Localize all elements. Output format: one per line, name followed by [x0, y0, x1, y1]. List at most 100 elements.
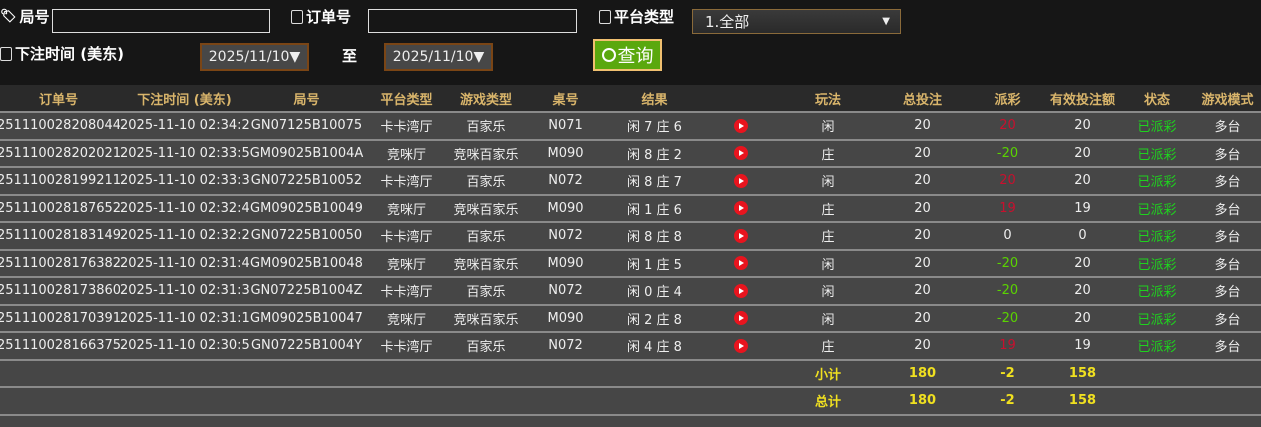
platform-cell: 竞咪厅 [364, 249, 449, 278]
game-cell: 竞咪百家乐 [449, 249, 523, 278]
valid-cell: 20 [1045, 139, 1120, 168]
platform-select[interactable]: 1.全部 ▼ [692, 9, 901, 34]
time-cell: 2025-11-10 02:31:32 [120, 277, 249, 306]
table-header: 订单号 下注时间 (美东) 局号 平台类型 游戏类型 桌号 结果 玩法 总投注 派彩 有效投注额 状态… [0, 85, 1261, 113]
server-icon [599, 9, 611, 24]
play-video-icon[interactable] [734, 228, 748, 243]
subtotal-cell [249, 359, 364, 388]
bet-cell: 20 [875, 249, 970, 278]
chevron-down-icon: ▼ [882, 16, 890, 27]
table-cell: N071 [523, 112, 608, 141]
order-cell: 251110028183149 [0, 222, 120, 251]
result-cell: 闲 0 庄 4 [608, 277, 701, 306]
status-cell: 已派彩 [1120, 112, 1194, 141]
column-header: 派彩 [970, 85, 1045, 113]
play-cell: 闲 [781, 112, 875, 141]
play-cell: 庄 [781, 194, 875, 223]
replay-cell [701, 194, 781, 223]
total-cell [449, 387, 523, 416]
mode-cell: 多台 [1194, 139, 1261, 168]
time-cell: 2025-11-10 02:32:42 [120, 194, 249, 223]
round-cell: GN07225B1004Z [249, 277, 364, 306]
round-cell: GN07225B1004Y [249, 332, 364, 361]
total-cell: 180 [875, 387, 970, 416]
table-cell: M090 [523, 304, 608, 333]
table-cell: M090 [523, 194, 608, 223]
bet-cell: 20 [875, 194, 970, 223]
mode-cell: 多台 [1194, 112, 1261, 141]
valid-cell: 19 [1045, 194, 1120, 223]
bet-cell: 20 [875, 277, 970, 306]
column-header: 结果 [608, 85, 701, 113]
column-header [701, 85, 781, 113]
play-video-icon[interactable] [734, 146, 748, 161]
column-header: 游戏模式 [1194, 85, 1261, 113]
status-cell: 已派彩 [1120, 304, 1194, 333]
play-video-icon[interactable] [734, 256, 748, 271]
table-row[interactable]: 251110028202021 2025-11-10 02:33:53 GM0902… [0, 139, 1261, 168]
table-row[interactable]: 251110028208044 2025-11-10 02:34:21 GN0712… [0, 112, 1261, 141]
table-cell: N072 [523, 332, 608, 361]
column-header: 下注时间 (美东) [120, 85, 249, 113]
status-cell: 已派彩 [1120, 277, 1194, 306]
search-icon [601, 48, 616, 62]
play-video-icon[interactable] [734, 173, 748, 188]
play-video-icon[interactable] [734, 311, 748, 326]
table-row[interactable]: 251110028183149 2025-11-10 02:32:20 GN0722… [0, 222, 1261, 251]
column-header: 局号 [249, 85, 364, 113]
subtotal-cell [1120, 359, 1194, 388]
search-button[interactable]: 查询 [593, 39, 662, 71]
bet-cell: 20 [875, 167, 970, 196]
platform-cell: 卡卡湾厅 [364, 332, 449, 361]
subtotal-cell [701, 359, 781, 388]
game-cell: 竞咪百家乐 [449, 304, 523, 333]
order-cell: 251110028187652 [0, 194, 120, 223]
order-cell: 251110028176382 [0, 249, 120, 278]
column-header: 状态 [1120, 85, 1194, 113]
result-cell: 闲 7 庄 6 [608, 112, 701, 141]
date-to-picker[interactable]: 2025/11/10▼ [384, 43, 493, 71]
mode-cell: 多台 [1194, 304, 1261, 333]
game-cell: 百家乐 [449, 167, 523, 196]
mode-cell: 多台 [1194, 194, 1261, 223]
result-cell: 闲 1 庄 5 [608, 249, 701, 278]
table-row[interactable]: 251110028187652 2025-11-10 02:32:42 GM0902… [0, 194, 1261, 223]
subtotal-cell [364, 359, 449, 388]
platform-cell: 卡卡湾厅 [364, 222, 449, 251]
game-cell: 竞咪百家乐 [449, 194, 523, 223]
round-input[interactable] [52, 9, 270, 33]
table-row[interactable]: 251110028170391 2025-11-10 02:31:15 GM0902… [0, 304, 1261, 333]
round-cell: GM09025B10048 [249, 249, 364, 278]
platform-cell: 竞咪厅 [364, 139, 449, 168]
play-cell: 闲 [781, 304, 875, 333]
table-row[interactable]: 251110028176382 2025-11-10 02:31:44 GM0902… [0, 249, 1261, 278]
play-video-icon[interactable] [734, 283, 748, 298]
order-input[interactable] [368, 9, 577, 33]
platform-cell: 竞咪厅 [364, 304, 449, 333]
play-video-icon[interactable] [734, 118, 748, 133]
table-row[interactable]: 251110028199211 2025-11-10 02:33:38 GN0722… [0, 167, 1261, 196]
payout-cell: 20 [970, 167, 1045, 196]
column-header: 桌号 [523, 85, 608, 113]
time-label: 下注时间 (美东) [0, 43, 124, 64]
play-video-icon[interactable] [734, 201, 748, 216]
table-row[interactable]: 251110028173860 2025-11-10 02:31:32 GN0722… [0, 277, 1261, 306]
total-cell [523, 387, 608, 416]
total-cell: 总计 [781, 387, 875, 416]
play-video-icon[interactable] [734, 338, 748, 353]
total-cell [120, 387, 249, 416]
date-from-picker[interactable]: 2025/11/10▼ [200, 43, 309, 71]
time-cell: 2025-11-10 02:31:44 [120, 249, 249, 278]
table-row[interactable]: 251110028166375 2025-11-10 02:30:54 GN0722… [0, 332, 1261, 361]
total-cell [0, 387, 120, 416]
time-cell: 2025-11-10 02:33:38 [120, 167, 249, 196]
payout-cell: 19 [970, 332, 1045, 361]
replay-cell [701, 332, 781, 361]
valid-cell: 20 [1045, 249, 1120, 278]
play-cell: 闲 [781, 167, 875, 196]
mode-cell: 多台 [1194, 249, 1261, 278]
result-cell: 闲 8 庄 7 [608, 167, 701, 196]
subtotal-cell: 180 [875, 359, 970, 388]
orders-table: 订单号 下注时间 (美东) 局号 平台类型 游戏类型 桌号 结果 玩法 总投注 派彩 有效投注额 状态… [0, 85, 1261, 416]
column-header: 游戏类型 [449, 85, 523, 113]
